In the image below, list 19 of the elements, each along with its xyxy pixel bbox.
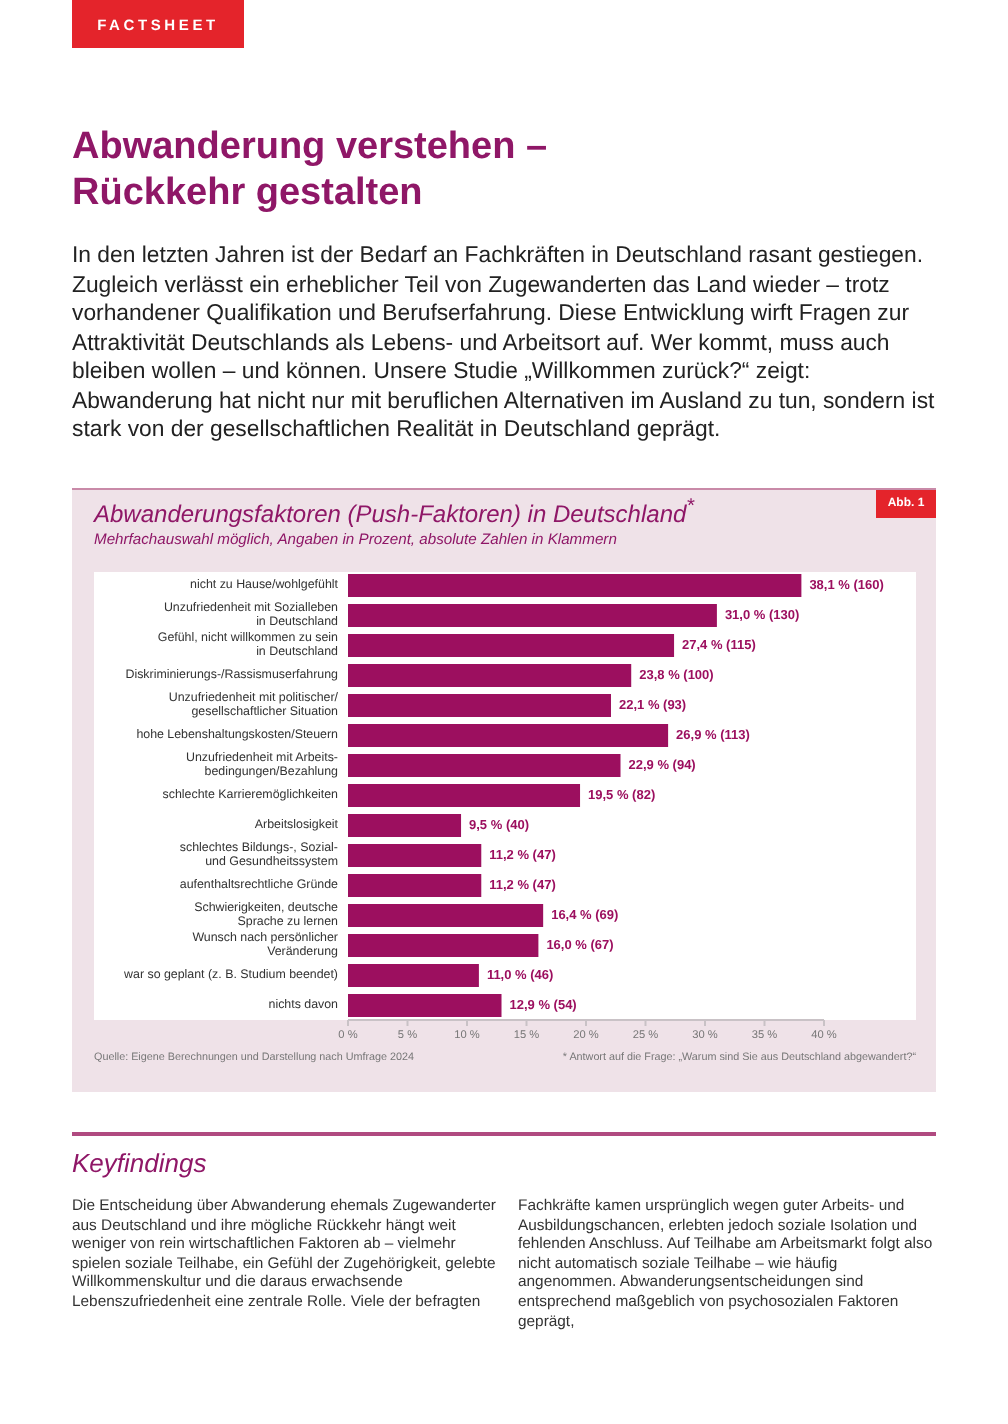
bar xyxy=(348,994,502,1017)
bar xyxy=(348,814,462,837)
bar xyxy=(348,634,675,657)
chart-title: Abwanderungsfaktoren (Push-Faktoren) in Deutschland$^{*}$ xyxy=(94,496,695,528)
bar xyxy=(348,904,544,927)
bar xyxy=(348,844,482,867)
text: Abwanderung verstehen – Rückkehr gestalten xyxy=(72,124,550,216)
bar xyxy=(348,964,479,987)
bar xyxy=(348,754,621,777)
bar xyxy=(348,934,539,957)
bar xyxy=(348,874,482,897)
bar xyxy=(348,724,669,747)
bar xyxy=(348,664,632,687)
text: Keyfindings xyxy=(72,1148,207,1178)
bar xyxy=(348,604,717,627)
text: In den letzten Jahren ist der Bedarf an Fachkräften in Deutschland rasant gestiegen. Zugleich verlässt ein erheblicher Teil von Zugewanderten das Land wieder – trotz vorhandener Qualifikation und Berufserfahrung. Diese Entwicklung wirft Fragen zur Attraktivität Deutschlands als Lebens- und Arbeitsort auf. Wer kommt, muss auch bleiben wollen – und können. Unsere Studie „Willkommen zurück?“ zeigt: Abwanderung hat nicht nur mit beruflichen Alternativen im Ausland zu tun, sondern ist stark von der gesellschaftlichen Realität in Deutschland geprägt. xyxy=(72,242,937,445)
bar xyxy=(348,694,611,717)
bar xyxy=(348,574,802,597)
bar xyxy=(348,784,581,807)
